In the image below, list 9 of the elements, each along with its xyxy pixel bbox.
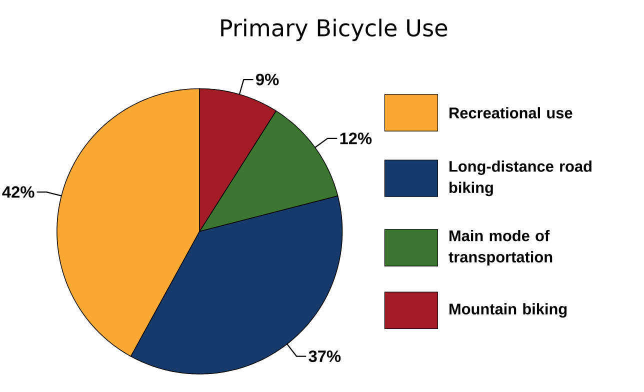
- legend-label: Mountain biking: [450, 303, 567, 318]
- data-label: 37%: [308, 350, 341, 362]
- data-label: 12%: [340, 132, 372, 144]
- legend-label: Recreational use: [450, 106, 572, 118]
- legend-label: Main mode of transportation: [448, 230, 552, 266]
- chart-title: Primary Bicycle Use: [221, 18, 448, 41]
- data-label: 42%: [2, 186, 34, 198]
- data-label: 9%: [256, 74, 279, 86]
- legend-label: Long-distance road biking: [450, 160, 592, 196]
